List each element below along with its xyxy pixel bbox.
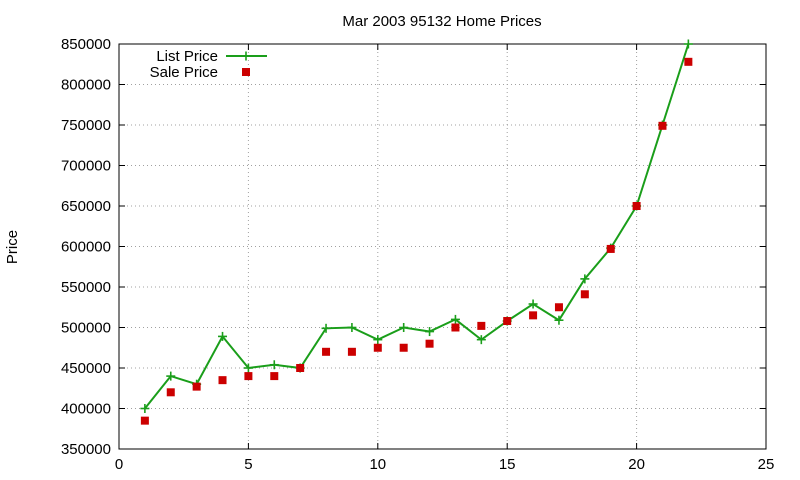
sale-price-point — [166, 388, 175, 397]
sale-price-point — [244, 372, 253, 381]
list-price-point — [140, 404, 150, 413]
list-price-point — [347, 323, 357, 332]
sale-price-point — [296, 364, 305, 372]
sale-price-point — [658, 121, 667, 130]
sale-price-point — [192, 382, 201, 391]
list-price-point — [476, 335, 486, 345]
list-price-line — [144, 43, 690, 410]
y-tick-label: 650000 — [61, 198, 111, 215]
list-price-point — [554, 315, 564, 325]
x-tick-label: 20 — [628, 456, 645, 473]
sale-price-point — [477, 321, 486, 330]
sale-price-point — [373, 343, 382, 352]
list-price-point — [580, 274, 590, 284]
list-price-point — [269, 360, 279, 370]
sale-price-point — [347, 347, 356, 356]
x-tick-label: 0 — [115, 456, 123, 473]
legend-label: List Price — [156, 48, 218, 65]
y-tick-label: 550000 — [61, 279, 111, 296]
series-layer — [140, 39, 693, 425]
list-price-point — [399, 323, 409, 332]
y-axis-label: Price — [4, 230, 21, 264]
y-tick-label: 450000 — [61, 360, 111, 377]
sale-price-point — [140, 416, 149, 425]
sale-price-point — [632, 202, 641, 210]
list-price-point — [166, 371, 176, 381]
sale-price-point — [529, 311, 538, 320]
y-tick-label: 750000 — [61, 117, 111, 134]
x-tick-label: 15 — [499, 456, 516, 473]
y-tick-label: 800000 — [61, 77, 111, 94]
list-price-point — [321, 323, 331, 333]
y-tick-label: 850000 — [61, 36, 111, 53]
list-price-point — [528, 299, 538, 309]
list-price-point — [683, 39, 693, 49]
sale-price-point — [580, 290, 589, 299]
series-list-price — [140, 39, 693, 413]
x-tick-label: 10 — [369, 456, 386, 473]
list-price-point — [243, 363, 253, 373]
sale-price-point — [684, 57, 693, 66]
y-tick-label: 350000 — [61, 441, 111, 458]
y-tick-label: 400000 — [61, 401, 111, 418]
sale-price-point — [399, 343, 408, 352]
list-price-point — [450, 314, 460, 324]
sale-price-point — [322, 347, 331, 356]
sale-price-point — [451, 323, 460, 332]
series-sale-price — [140, 57, 693, 425]
y-tick-label: 700000 — [61, 158, 111, 175]
axis-layer: 0 5 10 15 20 25 350000 400000 450000 500000 550000… — [61, 36, 774, 473]
chart-title: Mar 2003 95132 Home Prices — [342, 13, 541, 30]
sale-price-point — [425, 339, 434, 348]
sale-price-point — [270, 372, 279, 381]
list-price-point — [425, 327, 435, 337]
x-tick-label: 5 — [244, 456, 252, 473]
sale-price-point — [606, 244, 615, 253]
y-tick-label: 500000 — [61, 320, 111, 337]
list-price-point — [218, 331, 228, 341]
x-tick-label: 25 — [758, 456, 775, 473]
legend-label: Sale Price — [150, 64, 218, 81]
list-price-point — [373, 335, 383, 345]
legend-square-marker — [242, 68, 250, 76]
sale-price-point — [554, 303, 563, 312]
sale-price-point — [218, 376, 227, 385]
y-tick-label: 600000 — [61, 239, 111, 256]
legend-plus-marker — [241, 51, 251, 61]
sale-price-point — [503, 317, 512, 326]
